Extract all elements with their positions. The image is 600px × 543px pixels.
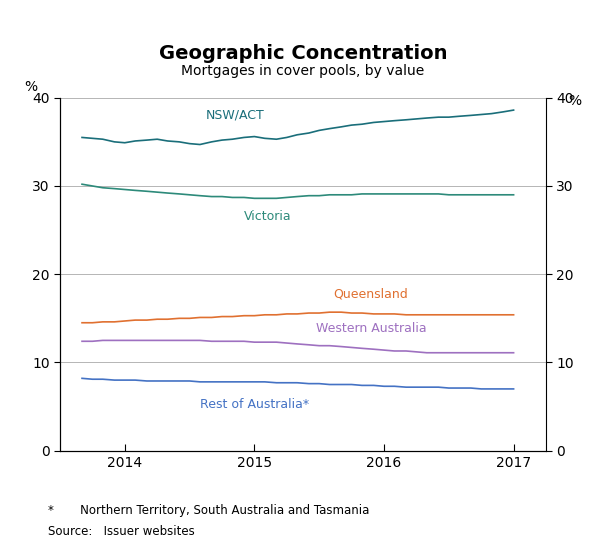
- Text: Western Australia: Western Australia: [316, 323, 427, 336]
- Y-axis label: %: %: [569, 94, 582, 108]
- Text: Victoria: Victoria: [244, 210, 291, 223]
- Text: Mortgages in cover pools, by value: Mortgages in cover pools, by value: [181, 64, 425, 78]
- Text: Source:   Issuer websites: Source: Issuer websites: [48, 525, 195, 538]
- Text: *       Northern Territory, South Australia and Tasmania: * Northern Territory, South Australia an…: [48, 504, 370, 517]
- Title: Geographic Concentration: Geographic Concentration: [159, 44, 447, 63]
- Text: Queensland: Queensland: [334, 287, 409, 300]
- Y-axis label: %: %: [24, 80, 37, 94]
- Text: NSW/ACT: NSW/ACT: [206, 109, 265, 122]
- Text: Rest of Australia*: Rest of Australia*: [200, 399, 309, 411]
